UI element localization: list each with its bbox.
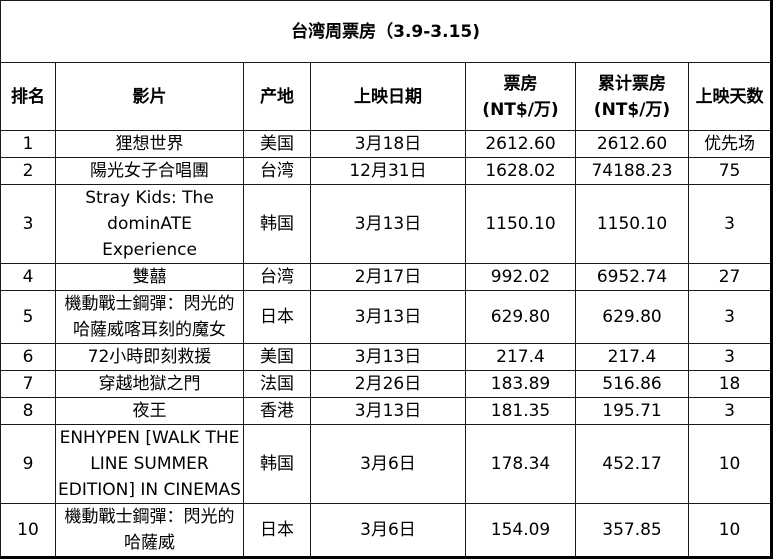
table-row: 1 狸想世界 美国 3月18日 2612.60 2612.60 优先场 bbox=[0, 130, 773, 158]
release-date-cell: 3月13日 bbox=[310, 290, 466, 344]
table-row: 4 雙囍 台湾 2月17日 992.02 6952.74 27 bbox=[0, 263, 773, 291]
days-cell: 75 bbox=[687, 157, 773, 185]
rank-cell: 9 bbox=[0, 424, 56, 504]
header-row: 排名 影片 产地 上映日期 票房 (NT$/万) 累计票房 (NT$/万) 上映天数 bbox=[0, 62, 773, 131]
days-cell: 10 bbox=[687, 503, 773, 558]
film-cell: 穿越地獄之門 bbox=[55, 370, 244, 398]
weekly-gross-cell: 178.34 bbox=[465, 424, 576, 504]
origin-cell: 日本 bbox=[243, 503, 311, 558]
table-row: 8 夜王 香港 3月13日 181.35 195.71 3 bbox=[0, 397, 773, 425]
table-row: 2 陽光女子合唱團 台湾 12月31日 1628.02 74188.23 75 bbox=[0, 157, 773, 185]
header-film: 影片 bbox=[55, 62, 244, 131]
header-release-date: 上映日期 bbox=[310, 62, 466, 131]
total-gross-cell: 629.80 bbox=[575, 290, 689, 344]
total-gross-cell: 195.71 bbox=[575, 397, 689, 425]
origin-cell: 香港 bbox=[243, 397, 311, 425]
table-row: 5 機動戰士鋼彈：閃光的哈薩威喀耳刻的魔女 日本 3月13日 629.80 62… bbox=[0, 290, 773, 344]
header-rank: 排名 bbox=[0, 62, 56, 131]
total-gross-cell: 217.4 bbox=[575, 343, 689, 371]
total-gross-cell: 516.86 bbox=[575, 370, 689, 398]
days-cell: 10 bbox=[687, 424, 773, 504]
origin-cell: 法国 bbox=[243, 370, 311, 398]
rank-cell: 4 bbox=[0, 263, 56, 291]
header-weekly-gross: 票房 (NT$/万) bbox=[465, 62, 576, 131]
rank-cell: 5 bbox=[0, 290, 56, 344]
rank-cell: 3 bbox=[0, 184, 56, 264]
rank-cell: 1 bbox=[0, 130, 56, 158]
days-cell: 优先场 bbox=[687, 130, 773, 158]
weekly-gross-cell: 1150.10 bbox=[465, 184, 576, 264]
weekly-gross-cell: 992.02 bbox=[465, 263, 576, 291]
film-cell: 機動戰士鋼彈：閃光的哈薩威喀耳刻的魔女 bbox=[55, 290, 244, 344]
film-cell: Stray Kids: The dominATE Experience bbox=[55, 184, 244, 264]
total-gross-cell: 1150.10 bbox=[575, 184, 689, 264]
table-row: 7 穿越地獄之門 法国 2月26日 183.89 516.86 18 bbox=[0, 370, 773, 398]
days-cell: 3 bbox=[687, 184, 773, 264]
release-date-cell: 3月13日 bbox=[310, 397, 466, 425]
table-title: 台湾周票房（3.9-3.15) bbox=[0, 0, 773, 63]
total-gross-cell: 2612.60 bbox=[575, 130, 689, 158]
release-date-cell: 3月13日 bbox=[310, 343, 466, 371]
table-row: 9 ENHYPEN [WALK THE LINE SUMMER EDITION]… bbox=[0, 424, 773, 504]
release-date-cell: 3月18日 bbox=[310, 130, 466, 158]
total-gross-cell: 357.85 bbox=[575, 503, 689, 558]
total-gross-cell: 452.17 bbox=[575, 424, 689, 504]
release-date-cell: 2月26日 bbox=[310, 370, 466, 398]
table-row: 3 Stray Kids: The dominATE Experience 韩国… bbox=[0, 184, 773, 264]
weekly-gross-cell: 1628.02 bbox=[465, 157, 576, 185]
release-date-cell: 3月6日 bbox=[310, 424, 466, 504]
release-date-cell: 3月13日 bbox=[310, 184, 466, 264]
weekly-gross-cell: 2612.60 bbox=[465, 130, 576, 158]
film-cell: 機動戰士鋼彈：閃光的哈薩威 bbox=[55, 503, 244, 558]
header-origin: 产地 bbox=[243, 62, 311, 131]
film-cell: 夜王 bbox=[55, 397, 244, 425]
weekly-gross-cell: 181.35 bbox=[465, 397, 576, 425]
weekly-gross-cell: 154.09 bbox=[465, 503, 576, 558]
film-cell: 狸想世界 bbox=[55, 130, 244, 158]
days-cell: 3 bbox=[687, 397, 773, 425]
days-cell: 18 bbox=[687, 370, 773, 398]
film-cell: 雙囍 bbox=[55, 263, 244, 291]
film-cell: 72小時即刻救援 bbox=[55, 343, 244, 371]
total-gross-cell: 6952.74 bbox=[575, 263, 689, 291]
release-date-cell: 3月6日 bbox=[310, 503, 466, 558]
origin-cell: 美国 bbox=[243, 130, 311, 158]
weekly-gross-cell: 183.89 bbox=[465, 370, 576, 398]
header-days: 上映天数 bbox=[687, 62, 773, 131]
header-total-gross: 累计票房 (NT$/万) bbox=[575, 62, 689, 131]
rank-cell: 6 bbox=[0, 343, 56, 371]
weekly-gross-cell: 629.80 bbox=[465, 290, 576, 344]
days-cell: 3 bbox=[687, 290, 773, 344]
origin-cell: 美国 bbox=[243, 343, 311, 371]
release-date-cell: 12月31日 bbox=[310, 157, 466, 185]
weekly-gross-cell: 217.4 bbox=[465, 343, 576, 371]
rank-cell: 8 bbox=[0, 397, 56, 425]
film-cell: 陽光女子合唱團 bbox=[55, 157, 244, 185]
table-row: 10 機動戰士鋼彈：閃光的哈薩威 日本 3月6日 154.09 357.85 1… bbox=[0, 503, 773, 558]
rank-cell: 7 bbox=[0, 370, 56, 398]
origin-cell: 韩国 bbox=[243, 424, 311, 504]
origin-cell: 台湾 bbox=[243, 157, 311, 185]
days-cell: 3 bbox=[687, 343, 773, 371]
rank-cell: 10 bbox=[0, 503, 56, 558]
origin-cell: 台湾 bbox=[243, 263, 311, 291]
rank-cell: 2 bbox=[0, 157, 56, 185]
origin-cell: 日本 bbox=[243, 290, 311, 344]
release-date-cell: 2月17日 bbox=[310, 263, 466, 291]
table-row: 6 72小時即刻救援 美国 3月13日 217.4 217.4 3 bbox=[0, 343, 773, 371]
film-cell: ENHYPEN [WALK THE LINE SUMMER EDITION] I… bbox=[55, 424, 244, 504]
days-cell: 27 bbox=[687, 263, 773, 291]
origin-cell: 韩国 bbox=[243, 184, 311, 264]
total-gross-cell: 74188.23 bbox=[575, 157, 689, 185]
